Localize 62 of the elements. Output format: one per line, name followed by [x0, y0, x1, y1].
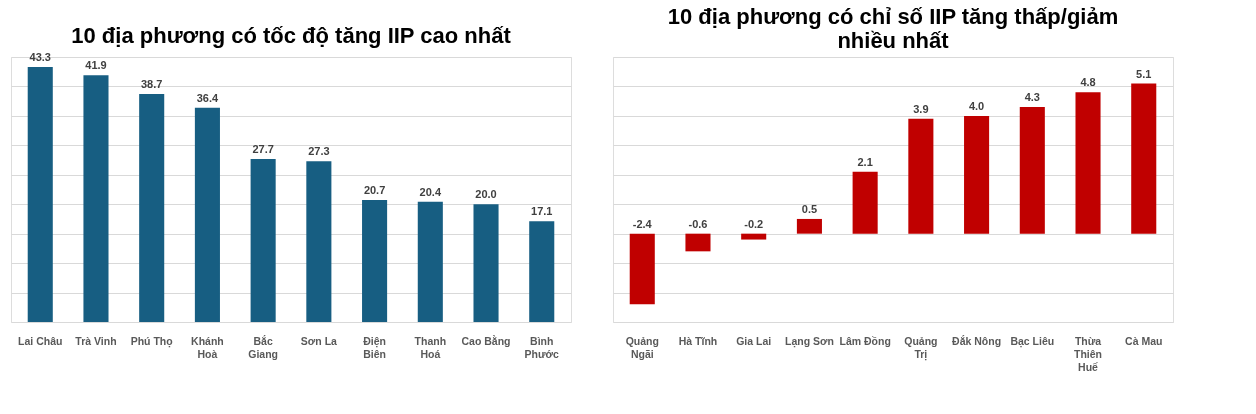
bar	[852, 171, 878, 234]
bar	[139, 94, 165, 322]
bar	[306, 161, 332, 322]
x-tick-label: Điện Biên	[363, 334, 386, 360]
data-label: 4.3	[1024, 91, 1040, 104]
x-tick-label: Thừa Thiên Huế	[1074, 334, 1103, 373]
bar	[417, 201, 443, 322]
data-label: -0.2	[744, 217, 764, 230]
x-tick-label: Cà Mau	[1125, 334, 1163, 347]
x-tick-label: Sơn La	[300, 334, 338, 347]
data-label: 38.7	[140, 78, 163, 91]
x-tick-label: Lai Châu	[18, 334, 63, 347]
bar	[27, 67, 53, 322]
x-tick-label: Lạng Sơn	[784, 334, 834, 348]
data-label: 20.0	[475, 188, 497, 201]
bar	[796, 218, 822, 234]
bar	[529, 221, 555, 322]
data-label: 2.1	[857, 155, 873, 168]
x-tick-label: Thanh Hoá	[414, 334, 447, 360]
x-tick-label: Gia Lai	[736, 334, 772, 347]
x-tick-label: Quảng Ngãi	[625, 334, 659, 360]
data-label: 27.3	[308, 145, 330, 158]
bar	[362, 200, 388, 322]
x-tick-label: Phú Thọ	[130, 334, 173, 348]
x-tick-label: Bạc Liêu	[1010, 334, 1055, 348]
data-label: 36.4	[196, 91, 219, 104]
x-tick-label: Hà Tĩnh	[678, 334, 718, 347]
bar	[83, 75, 109, 322]
data-label: 17.1	[531, 205, 553, 218]
data-label: -2.4	[632, 217, 653, 230]
x-tick-label: Đắk Nông	[952, 334, 1002, 347]
bar	[194, 107, 220, 322]
data-label: 4.0	[968, 99, 985, 112]
data-label: 3.9	[913, 102, 929, 115]
data-label: 0.5	[801, 202, 818, 215]
x-tick-label: Quảng Trị	[904, 334, 938, 361]
data-label: 43.3	[29, 51, 51, 64]
bar	[1075, 92, 1101, 234]
x-tick-label: Bình Phước	[524, 334, 560, 360]
data-label: 5.1	[1136, 67, 1152, 80]
x-tick-label: Bắc Giang	[248, 334, 279, 360]
chart-title: 10 địa phương có tốc độ tăng IIP cao nhất	[71, 23, 512, 49]
data-label: 41.9	[85, 59, 107, 72]
chart-title: 10 địa phương có chỉ số IIP tăng thấp/giảm nhiều nhất	[667, 4, 1119, 53]
bar	[685, 233, 711, 252]
x-tick-label: Khánh Hoà	[191, 334, 224, 360]
bar	[1131, 83, 1157, 234]
x-tick-label: Trà Vinh	[75, 334, 117, 347]
bar	[473, 204, 499, 322]
bar	[964, 115, 990, 234]
bar	[741, 233, 767, 240]
x-tick-label: Lâm Đồng	[839, 334, 891, 347]
bar	[1019, 107, 1045, 234]
data-label: 20.7	[363, 184, 386, 197]
bar	[629, 233, 655, 305]
data-label: 4.8	[1080, 76, 1096, 89]
data-label: -0.6	[688, 217, 708, 230]
bar	[250, 158, 276, 322]
data-label: 27.7	[252, 142, 274, 155]
bar	[908, 118, 934, 234]
data-label: 20.4	[419, 185, 442, 198]
x-tick-label: Cao Bằng	[461, 334, 511, 347]
